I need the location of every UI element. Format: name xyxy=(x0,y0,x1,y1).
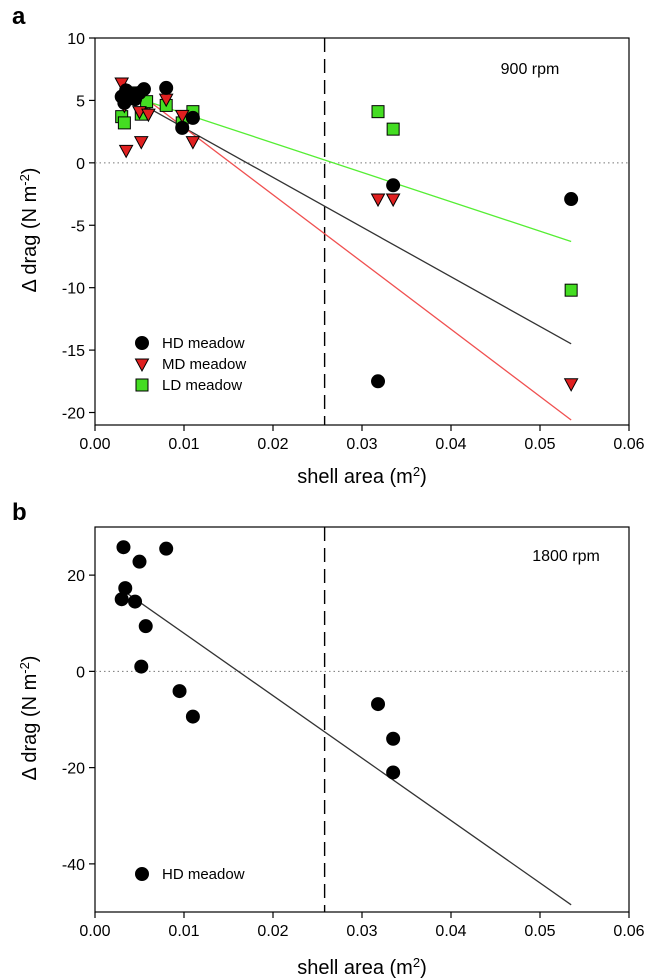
panel-a-letter: a xyxy=(12,3,26,30)
panel-a-point-hd-9 xyxy=(185,110,200,125)
panel-a-point-md-6 xyxy=(141,108,156,123)
panel-a-ytick-label: 0 xyxy=(76,156,85,173)
panel-b-xtick-label: 0.01 xyxy=(168,923,199,940)
panel-b-ylabel: Δ drag (N m-2) xyxy=(17,656,42,781)
panel-b-point-hd-2 xyxy=(118,581,133,596)
panel-a-xtick-label: 0.00 xyxy=(79,436,110,453)
panel-b-point-hd-3 xyxy=(128,594,143,609)
panel-b-xtick-label: 0.04 xyxy=(435,923,466,940)
panel-a-xlabel: shell area (m2) xyxy=(297,464,427,489)
panel-a-point-hd-7 xyxy=(159,80,174,95)
panel-a-point-hd-12 xyxy=(564,192,579,207)
panel-a-legend-label-md: MD meadow xyxy=(162,356,246,373)
panel-b-annotation: 1800 rpm xyxy=(532,548,600,565)
panel-a-legend: HD meadow MD meadow LD meadow xyxy=(134,335,246,394)
panel-a-ytick-label: -5 xyxy=(71,218,85,235)
panel-a-ylabel: Δ drag (N m-2) xyxy=(17,168,42,293)
panel-a-point-md-12 xyxy=(563,378,579,392)
panel-a-annotation: 900 rpm xyxy=(501,61,560,78)
panel-a-ytick-label: -10 xyxy=(62,281,85,298)
panel-a-point-hd-10 xyxy=(371,374,386,389)
panel-a-xtick-label: 0.06 xyxy=(613,436,644,453)
panel-b-point-hd-5 xyxy=(134,659,149,674)
panel-b-xtick-label: 0.02 xyxy=(257,923,288,940)
panel-a-legend-label-hd: HD meadow xyxy=(162,335,245,352)
panel-b-chart: b 0.00 0.01 0.02 0.03 0.04 0.05 0.06-40-20020 … xyxy=(12,499,645,979)
panel-b-point-hd-7 xyxy=(159,541,174,556)
panel-a-ytick-label: 10 xyxy=(67,31,85,48)
panel-b-point-hd-9 xyxy=(185,709,200,724)
panel-b-legend-label-hd: HD meadow xyxy=(162,866,245,883)
panel-b-point-hd-10 xyxy=(371,697,386,712)
panel-a-fit-line-hd xyxy=(121,92,572,345)
panel-a-ytick-label: 5 xyxy=(76,93,85,110)
panel-a-legend-marker-md xyxy=(134,358,150,373)
panel-a-xtick-label: 0.04 xyxy=(435,436,466,453)
panel-b-fit-line-hd xyxy=(121,589,572,906)
panel-a-legend-label-ld: LD meadow xyxy=(162,377,242,394)
panel-b-letter: b xyxy=(12,499,27,526)
panel-a-legend-marker-ld xyxy=(135,378,149,392)
panel-a-chart: a 0.00 0.01 0.02 0.03 0.04 0.05 0.06 -20 -15 -10 -… xyxy=(12,3,645,488)
panel-b-xtick-label: 0.00 xyxy=(79,923,110,940)
panel-b-ytick-label: 20 xyxy=(67,568,85,585)
panel-a-point-hd-8 xyxy=(175,120,190,135)
panel-b-point-hd-1 xyxy=(116,540,131,555)
panel-a-point-ld-11 xyxy=(386,122,400,136)
panel-a-point-ld-12 xyxy=(564,283,578,297)
panel-a-point-md-10 xyxy=(370,193,386,208)
panel-a-xtick-label: 0.01 xyxy=(168,436,199,453)
panel-a-point-md-5 xyxy=(133,136,149,150)
panel-a-legend-marker-hd xyxy=(135,336,149,350)
panel-a-point-ld-1 xyxy=(117,116,131,130)
panel-b-point-hd-4 xyxy=(132,554,147,569)
panel-a-xtick-label: 0.05 xyxy=(524,436,555,453)
panel-a-ytick-label: -20 xyxy=(62,406,85,423)
panel-b-point-hd-12 xyxy=(386,765,401,780)
panel-a-xtick-label: 0.03 xyxy=(346,436,377,453)
panel-a-point-ld-10 xyxy=(371,105,385,119)
panel-b-point-hd-6 xyxy=(138,619,153,634)
panel-a-point-md-8 xyxy=(174,109,190,124)
panel-b-point-hd-8 xyxy=(172,684,187,699)
panel-b-xlabel: shell area (m2) xyxy=(297,955,427,979)
panel-b-legend-marker-hd xyxy=(135,867,149,881)
panel-a-point-hd-11 xyxy=(386,178,401,193)
panel-a-point-md-2 xyxy=(118,144,134,159)
panel-a-point-md-11 xyxy=(385,193,401,208)
panel-a-point-md-9 xyxy=(185,136,201,150)
panel-b-xtick-label: 0.03 xyxy=(346,923,377,940)
panel-b-ytick-label: 0 xyxy=(76,664,85,681)
panel-a-xtick-label: 0.02 xyxy=(257,436,288,453)
panel-b-plot-frame xyxy=(94,526,630,913)
panel-b-xtick-label: 0.05 xyxy=(524,923,555,940)
panel-b-point-hd-11 xyxy=(386,731,401,746)
panel-b-legend: HD meadow xyxy=(135,866,245,883)
panel-b-xtick-label: 0.06 xyxy=(613,923,644,940)
panel-a-ytick-label: -15 xyxy=(62,343,85,360)
panel-b-ytick-label: -20 xyxy=(62,761,85,778)
panel-b-ytick-label: -40 xyxy=(62,857,85,874)
panel-a-point-hd-6 xyxy=(136,82,151,97)
